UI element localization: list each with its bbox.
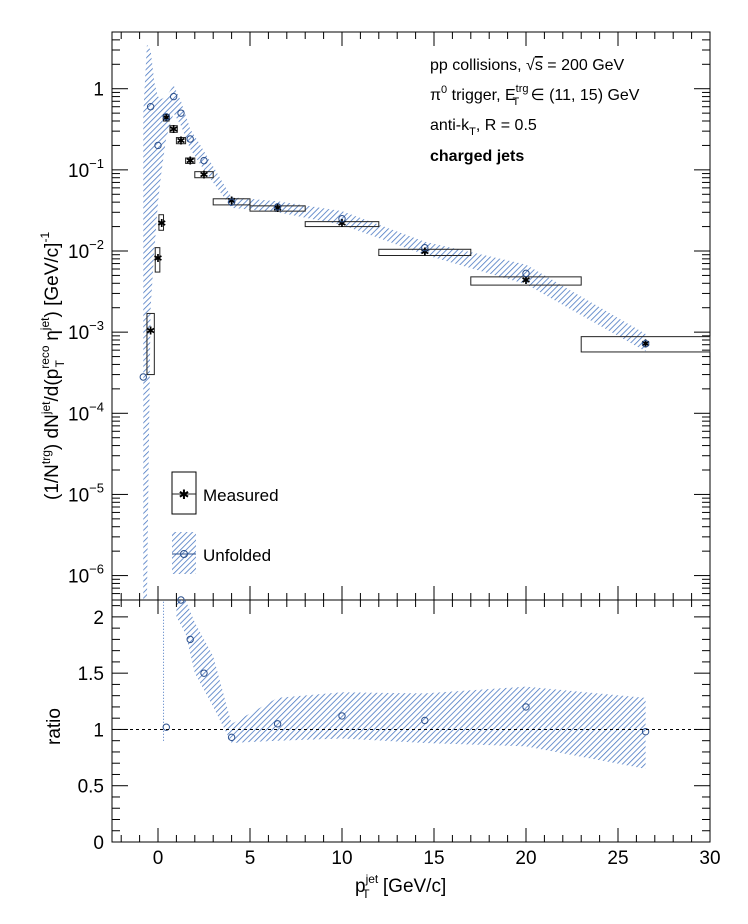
- xtick-label: 10: [331, 848, 352, 869]
- ratio-band: [163, 600, 646, 769]
- bottom-ytick-label: 0: [93, 833, 104, 854]
- ratio-point: [227, 733, 236, 742]
- bottom-ylabel: ratio: [44, 708, 65, 745]
- xtick-label: 25: [607, 848, 628, 869]
- ratio-point: [162, 723, 170, 731]
- ratio-point: [641, 727, 650, 736]
- ratio-point: [338, 712, 346, 720]
- ratio-points: [162, 596, 650, 742]
- legend-measured-marker: ✱: [179, 487, 190, 502]
- xtick-label: 15: [423, 848, 444, 869]
- xtick-label: 20: [515, 848, 536, 869]
- unfolded-point: [641, 340, 650, 348]
- measured-syst-box: [185, 157, 196, 164]
- top-ytick-labels: 1 10−1 10−2 10−3 10−4 10−5 10−6: [68, 80, 104, 588]
- unfolded-point: [154, 141, 162, 150]
- unfolded-point: [227, 198, 236, 206]
- measured-point: ✱: [169, 124, 178, 136]
- bottom-ytick-labels: 0 0.5 1 1.5 2: [78, 608, 104, 854]
- bottom-ytick-label: 0.5: [78, 777, 104, 798]
- annotation-algorithm: anti-kT, R = 0.5: [430, 117, 537, 138]
- measured-syst-box: [194, 171, 214, 179]
- legend-unfolded-label: Unfolded: [203, 546, 271, 565]
- measured-syst-box: [175, 137, 187, 145]
- top-ytick-label: 1: [93, 80, 104, 101]
- annotation-charged-jets: charged jets: [430, 148, 524, 165]
- unfolded-point: [186, 135, 194, 143]
- unfolded-point: [162, 113, 170, 121]
- measured-syst-box: [169, 125, 178, 133]
- measured-point: ✱: [641, 339, 650, 351]
- top-ytick-label: 10−4: [68, 399, 104, 425]
- bottom-ytick-label: 1: [93, 720, 104, 741]
- measured-point: ✱: [153, 253, 162, 265]
- measured-syst-box: [158, 214, 165, 231]
- top-ytick-label: 10−6: [68, 562, 104, 588]
- xtick-label: 30: [699, 848, 720, 869]
- measured-syst-box: [154, 247, 161, 273]
- bottom-panel-frame: [111, 599, 711, 843]
- legend: ✱ Measured Unfolded: [171, 471, 279, 574]
- ratio-point: [421, 716, 429, 725]
- unfolded-band-top: [143, 44, 646, 600]
- measured-points: ✱✱✱✱✱✱✱✱✱✱✱✱✱✱: [146, 113, 650, 351]
- top-ylabel: (1/Ntrg) dNjet/d(precoT ηjet) [GeV/c]-1: [38, 232, 67, 500]
- top-ytick-label: 10−2: [68, 237, 104, 263]
- measured-point: ✱: [273, 203, 282, 215]
- ratio-point: [186, 635, 194, 644]
- measured-syst-box: [249, 205, 306, 212]
- legend-unfolded-box: [172, 532, 196, 574]
- xtick-label: 5: [245, 848, 256, 869]
- ratio-point: [273, 720, 282, 728]
- unfolded-points: [139, 92, 650, 381]
- legend-unfolded-marker: [180, 550, 188, 558]
- ratio-point: [177, 596, 185, 604]
- unfolded-point: [522, 269, 530, 278]
- ratio-point: [522, 703, 530, 711]
- top-ytick-label: 10−5: [68, 480, 104, 506]
- measured-point: ✱: [186, 156, 195, 168]
- unfolded-point: [338, 215, 346, 223]
- annotation-trigger: π0 trigger, Etrg T ∈ (11, 15) GeV: [430, 83, 640, 108]
- unfolded-point: [200, 156, 208, 165]
- bottom-ytick-label: 1.5: [78, 664, 104, 685]
- bottom-ytick-label: 2: [93, 608, 104, 629]
- top-ytick-label: 10−3: [68, 318, 104, 344]
- measured-syst-box: [146, 312, 155, 376]
- unfolded-point: [169, 92, 178, 101]
- ratio-band-polygon: [176, 600, 646, 769]
- measured-point: ✱: [176, 136, 185, 148]
- xtick-labels: 0 5 10 15 20 25 30: [153, 848, 721, 869]
- annotation-collisions: pp collisions, √s = 200 GeV: [430, 57, 625, 74]
- unfolded-point: [421, 243, 429, 252]
- measured-point: ✱: [521, 275, 530, 287]
- measured-point: ✱: [337, 218, 346, 230]
- measured-syst-box: [378, 248, 472, 257]
- ratio-point: [200, 669, 208, 677]
- measured-syst-box: [580, 336, 711, 353]
- unfolded-point: [146, 103, 155, 111]
- top-axis-ticks: [112, 31, 711, 601]
- bottom-axis-ticks: [112, 600, 711, 843]
- xlabel: pjet T [GeV/c]: [355, 872, 446, 901]
- unfolded-point: [177, 109, 185, 117]
- measured-point: ✱: [199, 169, 208, 181]
- measured-point: ✱: [420, 247, 429, 259]
- measured-point: ✱: [162, 113, 171, 125]
- unfolded-band-polygon: [143, 44, 646, 600]
- xtick-label: 0: [153, 848, 164, 869]
- measured-point: ✱: [227, 195, 236, 207]
- measured-point: ✱: [146, 325, 155, 337]
- unfolded-point: [139, 373, 147, 381]
- legend-measured-box: [171, 471, 197, 515]
- measured-point: ✱: [157, 218, 166, 230]
- legend-measured-label: Measured: [203, 486, 279, 505]
- top-ytick-label: 10−1: [68, 156, 104, 182]
- top-panel-frame: [111, 31, 711, 601]
- unfolded-point: [273, 203, 282, 211]
